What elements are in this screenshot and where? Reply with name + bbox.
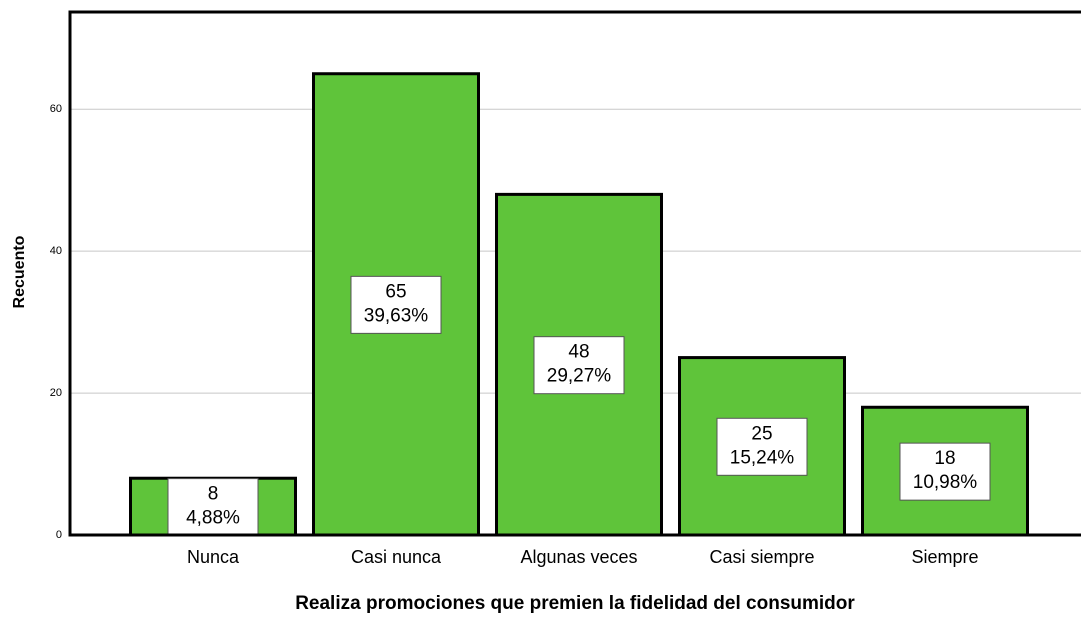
x-tick-label: Casi siempre — [709, 547, 814, 567]
y-tick-label: 40 — [50, 245, 62, 257]
data-label-percent: 4,88% — [186, 508, 240, 529]
y-axis-label: Recuento — [11, 235, 28, 308]
data-label: 65 — [385, 281, 406, 302]
x-axis-label: Realiza promociones que premien la fidel… — [295, 593, 855, 614]
data-label-box — [350, 275, 442, 334]
x-tick-label: Algunas veces — [520, 547, 637, 567]
data-label-percent: 15,24% — [730, 447, 795, 468]
data-label-percent: 29,27% — [547, 366, 612, 387]
data-label-percent: 39,63% — [364, 305, 429, 326]
data-label-percent: 10,98% — [913, 472, 978, 493]
y-tick-label: 60 — [50, 103, 62, 115]
data-label: 8 — [208, 484, 219, 505]
data-label-box — [716, 417, 808, 476]
y-tick-label: 20 — [50, 387, 62, 399]
data-label: 48 — [568, 342, 589, 363]
x-tick-label: Nunca — [187, 547, 240, 567]
x-tick-label: Casi nunca — [351, 547, 442, 567]
data-label-box — [899, 442, 991, 501]
data-label: 18 — [934, 448, 955, 469]
x-tick-label: Siempre — [911, 547, 978, 567]
data-label-box — [533, 336, 625, 395]
y-tick-label: 0 — [56, 529, 62, 541]
data-label: 25 — [751, 423, 772, 444]
